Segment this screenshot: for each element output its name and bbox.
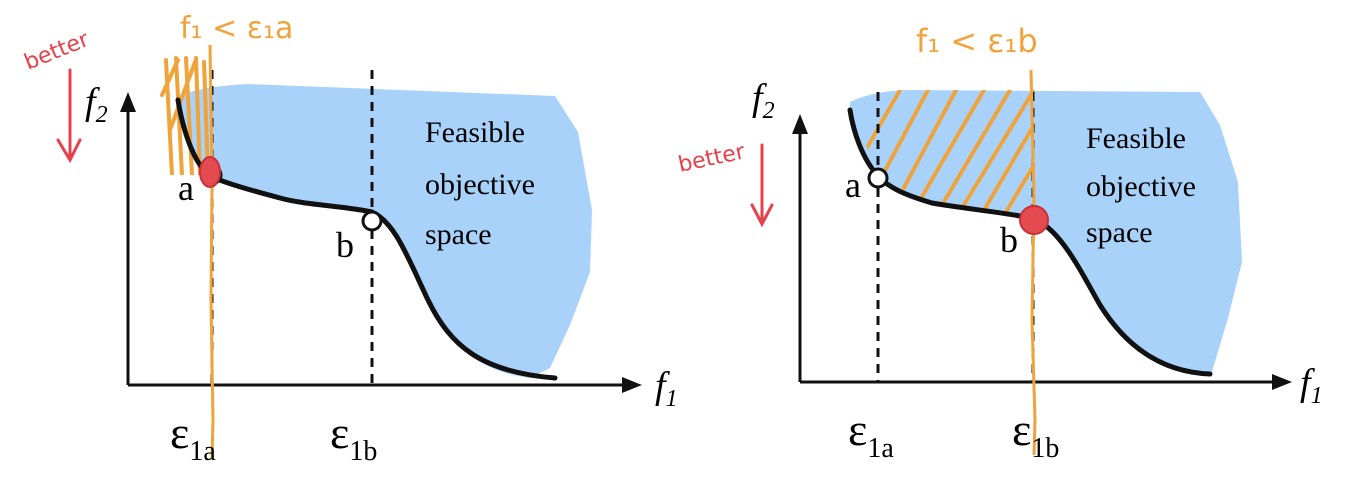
right-point-b-label: b [1000, 220, 1018, 260]
right-epsilon-a-label: ε1a [848, 404, 894, 464]
left-feasible-region [178, 84, 592, 378]
left-axes [126, 108, 625, 387]
right-constraint-annotation: f₁ < ε₁b [916, 22, 1038, 60]
left-y-arrowhead [120, 92, 136, 112]
left-epsilon-a-label: ε1a [170, 407, 216, 467]
right-better-arrow [750, 143, 774, 228]
left-axis-x-label: f1 [655, 365, 678, 412]
right-hatch-region [858, 90, 1035, 214]
left-hatch-region [160, 56, 210, 175]
right-selected-point-highlight [1019, 205, 1049, 235]
left-point-b-marker [361, 210, 383, 232]
right-axis-x-label: f1 [1300, 362, 1323, 409]
left-region-label: Feasible objective space [425, 116, 535, 251]
left-constraint-annotation: f₁ < ε₁a [180, 11, 293, 46]
right-x-arrowhead [1272, 374, 1292, 390]
svg-text:objective: objective [1086, 170, 1196, 203]
right-better-annotation: better [676, 139, 748, 178]
svg-text:space: space [1086, 216, 1153, 249]
left-axis-y-label: f2 [85, 81, 108, 128]
right-y-arrowhead [792, 114, 808, 134]
left-x-arrowhead [622, 377, 642, 393]
svg-text:space: space [425, 218, 492, 251]
svg-text:Feasible: Feasible [1086, 122, 1186, 155]
right-axis-y-label: f2 [752, 77, 775, 124]
left-point-a-label: a [178, 168, 194, 208]
left-selected-point-highlight [199, 156, 221, 188]
left-epsilon-b-label: ε1b [330, 407, 377, 467]
left-better-arrow [56, 68, 82, 164]
right-panel: a b Feasible objective space f2 f1 ε1a ε… [676, 22, 1323, 464]
right-point-a-marker [867, 167, 889, 189]
right-epsilon-b-label: ε1b [1012, 404, 1059, 464]
left-point-b-label: b [336, 225, 354, 265]
right-region-label: Feasible objective space [1086, 122, 1196, 249]
left-better-annotation: better [21, 27, 94, 76]
right-orange-constraint-line [1029, 69, 1037, 456]
svg-text:Feasible: Feasible [425, 116, 525, 149]
left-panel: a b Feasible objective space f2 f1 ε1a ε… [21, 11, 678, 467]
right-feasible-region [850, 90, 1242, 372]
left-orange-constraint-line [208, 44, 215, 459]
right-point-a-label: a [845, 165, 861, 205]
svg-text:objective: objective [425, 168, 535, 201]
